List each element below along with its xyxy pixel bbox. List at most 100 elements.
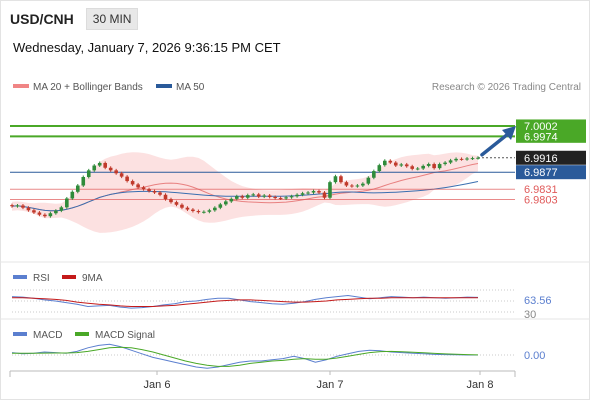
candle-up (213, 207, 217, 211)
x-axis-tick-label: Jan 6 (144, 379, 171, 391)
candle-up (75, 185, 80, 192)
candle-down (125, 176, 129, 182)
candle-up (65, 198, 69, 208)
candle-down (196, 211, 201, 213)
x-axis-tick-label: Jan 8 (467, 379, 494, 391)
macd-legend-label: MACD (33, 330, 62, 341)
rsi-scale-label: 30 (524, 309, 536, 321)
candle-down (21, 205, 25, 208)
last-price-label: 6.9916 (524, 153, 558, 165)
last-price-tag (516, 150, 586, 165)
candle-up (48, 213, 53, 217)
candle-down (130, 181, 135, 185)
candle-down (339, 176, 343, 183)
candle-down (158, 192, 162, 195)
rsi-line (11, 294, 479, 309)
timestamp: Wednesday, January 7, 2026 9:36:15 PM CE… (13, 40, 281, 55)
candle-down (136, 184, 140, 188)
candle-down (174, 202, 179, 205)
candle-up (54, 210, 58, 214)
candle-up (454, 158, 458, 161)
macd-line (11, 343, 478, 369)
candle-up (421, 165, 425, 169)
ma20-legend-label: MA 20 + Bollinger Bands (33, 82, 143, 93)
interval-badge[interactable]: 30 MIN (85, 8, 139, 30)
ma50-legend-swatch (156, 84, 172, 88)
candle-up (372, 171, 376, 178)
rsi-ma-line (12, 297, 478, 307)
candle-up (465, 158, 469, 160)
resistance-price-label: 6.9974 (524, 131, 558, 143)
candle-down (163, 194, 168, 200)
candle-down (185, 207, 190, 210)
candle-up (289, 196, 294, 198)
candle-down (459, 158, 464, 160)
candle-up (443, 162, 447, 165)
candle-down (404, 164, 409, 167)
candle-up (448, 160, 453, 163)
ma50-legend-label: MA 50 (176, 82, 205, 93)
candle-up (70, 191, 75, 199)
candle-down (317, 191, 321, 193)
candle-up (300, 193, 305, 195)
macd-signal-legend-label: MACD Signal (95, 330, 155, 341)
candle-down (273, 196, 277, 199)
candle-down (103, 162, 107, 168)
candle-up (207, 210, 212, 212)
resistance-price-tag (516, 119, 586, 133)
candle-up (251, 194, 256, 196)
candle-down (240, 196, 245, 198)
candle-up (224, 201, 228, 205)
candle-up (202, 211, 206, 213)
candle-down (191, 209, 195, 212)
candle-up (476, 157, 480, 159)
candle-down (114, 170, 118, 174)
candle-down (267, 195, 272, 197)
pivot-price-label: 6.9877 (524, 167, 558, 179)
candle-up (92, 165, 97, 171)
candle-up (86, 170, 91, 177)
candle-up (377, 165, 382, 172)
candle-down (410, 166, 415, 169)
candle-up (284, 197, 288, 199)
candle-down (432, 164, 436, 169)
candle-down (393, 162, 398, 166)
rsi-legend-swatch (13, 275, 27, 279)
candle-up (229, 198, 234, 202)
candle-up (426, 164, 431, 166)
candle-up (97, 162, 102, 166)
candle-down (43, 214, 47, 217)
forecast-arrow (480, 132, 510, 157)
candle-up (234, 196, 239, 199)
candle-down (10, 205, 14, 207)
candle-down (388, 160, 393, 163)
rsi-legend-label: RSI (33, 273, 50, 284)
candle-down (152, 191, 157, 193)
candle-up (328, 182, 332, 198)
candle-down (344, 182, 349, 186)
candle-up (295, 194, 299, 197)
candle-up (245, 195, 250, 198)
candle-down (322, 192, 327, 198)
candle-up (399, 164, 404, 166)
support-price-label: 6.9803 (524, 195, 558, 207)
rsi-ma-legend-label: 9MA (82, 273, 103, 284)
support-price-label: 6.9831 (524, 184, 558, 196)
candle-down (32, 210, 36, 213)
candle-up (311, 191, 316, 193)
macd-signal-legend-swatch (75, 332, 89, 336)
candle-up (366, 177, 371, 184)
candle-down (119, 173, 124, 177)
rsi-ma-legend-swatch (62, 275, 76, 279)
candle-down (37, 212, 42, 215)
rsi-last-value: 63.56 (524, 295, 552, 307)
candle-up (415, 168, 420, 170)
symbol-title: USD/CNH (10, 11, 74, 27)
candle-down (147, 189, 151, 192)
candle-up (437, 164, 442, 169)
candle-up (306, 192, 310, 194)
candle-down (278, 198, 283, 200)
candle-down (141, 187, 146, 190)
candle-up (218, 204, 223, 208)
candle-up (262, 195, 266, 197)
